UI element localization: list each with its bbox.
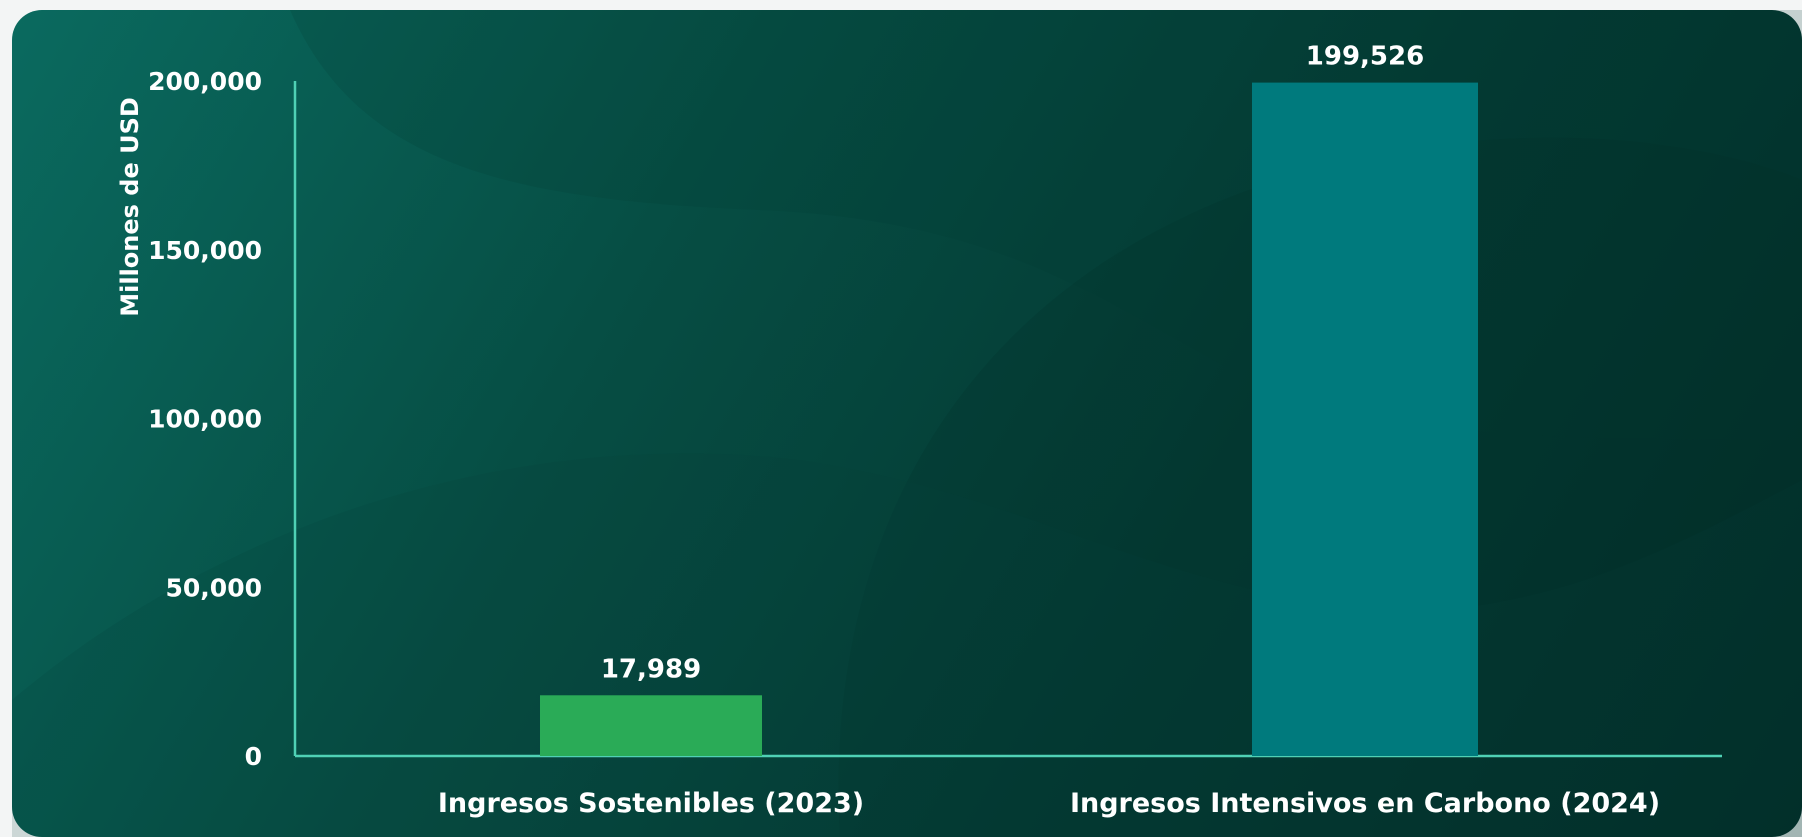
bars-group: 17,989 Ingresos Sostenibles (2023) 199,526…: [438, 42, 1660, 819]
y-tick-label: 0: [245, 742, 262, 771]
bar-value-label: 17,989: [601, 654, 701, 684]
x-category-label: Ingresos Intensivos en Carbono (2024): [1070, 788, 1660, 819]
y-tick-label: 100,000: [148, 405, 262, 434]
bar-value-label: 199,526: [1306, 42, 1424, 72]
y-tick-label: 150,000: [148, 236, 262, 265]
background-decoration: [12, 10, 1802, 837]
bar-1: [540, 695, 762, 756]
bar-2: [1252, 82, 1478, 757]
y-axis-ticks: 0 50,000 100,000 150,000 200,000: [148, 67, 262, 771]
chart-background-panel: [12, 10, 1802, 837]
y-tick-label: 50,000: [166, 573, 262, 602]
x-category-label: Ingresos Sostenibles (2023): [438, 788, 864, 819]
y-tick-label: 200,000: [148, 67, 262, 96]
y-axis-title: Millones de USD: [116, 97, 144, 317]
